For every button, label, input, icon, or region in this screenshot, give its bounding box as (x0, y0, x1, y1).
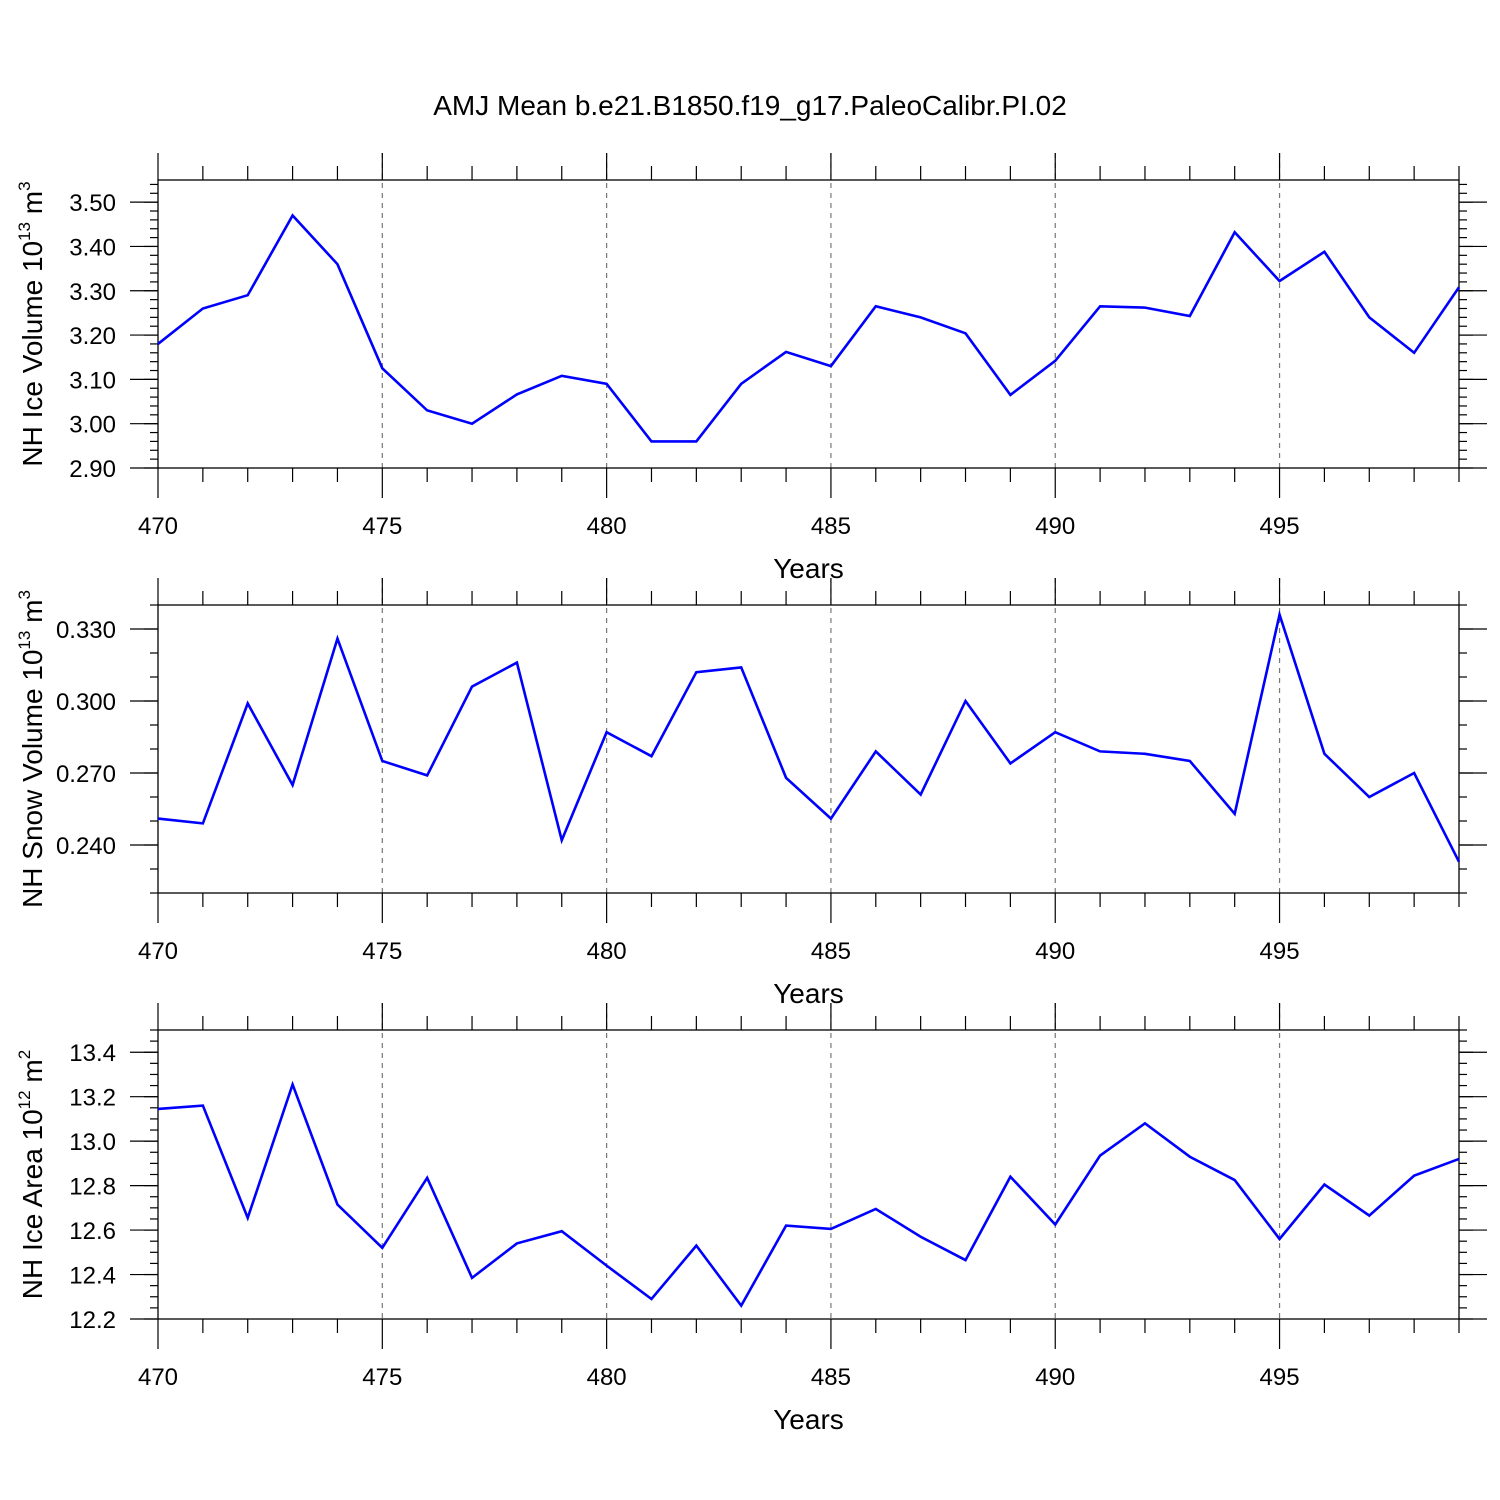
chart-title: AMJ Mean b.e21.B1850.f19_g17.PaleoCalibr… (433, 90, 1067, 121)
x-tick-label: 470 (138, 1364, 178, 1391)
x-axis-label: Years (773, 553, 844, 584)
y-tick-label: 3.50 (69, 190, 116, 217)
x-tick-label: 475 (362, 938, 402, 965)
x-tick-label: 485 (811, 938, 851, 965)
y-tick-label: 13.0 (69, 1129, 116, 1156)
y-tick-label: 3.30 (69, 279, 116, 306)
y-tick-label: 12.6 (69, 1218, 116, 1245)
y-tick-label: 0.240 (56, 833, 116, 860)
x-tick-label: 495 (1260, 938, 1300, 965)
y-axis-label: NH Ice Volume 1013 m3 (15, 181, 48, 466)
y-tick-label: 12.2 (69, 1307, 116, 1334)
series-line (157, 1080, 1460, 1309)
x-tick-label: 470 (138, 938, 178, 965)
y-tick-label: 12.8 (69, 1174, 116, 1201)
y-axis-label: NH Ice Area 1012 m2 (15, 1050, 48, 1299)
chart-panel-3: 470 475 480 485 490 495 Years 12.2 12.4 12.6 12.8 1… (15, 1003, 1487, 1435)
y-tick-label: 0.300 (56, 689, 116, 716)
x-tick-label: 475 (362, 513, 402, 540)
y-tick-label: 0.330 (56, 617, 116, 644)
x-tick-label: 475 (362, 1364, 402, 1391)
x-axis-label: Years (773, 978, 844, 1009)
y-tick-label: 13.2 (69, 1085, 116, 1112)
y-tick-label: 12.4 (69, 1263, 116, 1290)
x-tick-label: 490 (1035, 513, 1075, 540)
y-axis-label: NH Snow Volume 1013 m3 (15, 590, 48, 908)
x-tick-label: 485 (811, 1364, 851, 1391)
y-tick-label: 3.40 (69, 234, 116, 261)
plot-frame (157, 604, 1460, 894)
x-tick-label: 485 (811, 513, 851, 540)
series-line (157, 609, 1461, 863)
x-tick-label: 490 (1035, 1364, 1075, 1391)
chart-panel-2: 470 475 480 485 490 495 Years 0.240 0.270 0.300 0.… (15, 578, 1487, 1009)
y-tick-label: 3.10 (69, 367, 116, 394)
x-tick-label: 480 (587, 938, 627, 965)
x-tick-label: 470 (138, 513, 178, 540)
y-tick-label: 3.00 (69, 412, 116, 439)
x-tick-label: 480 (587, 513, 627, 540)
y-tick-label: 3.20 (69, 323, 116, 350)
x-tick-label: 495 (1260, 1364, 1300, 1391)
series-line (157, 213, 1461, 443)
y-tick-label: 0.270 (56, 761, 116, 788)
chart-panel-1: 470 475 480 485 490 495 Years 2.90 3.00 3.10 3.20 3… (15, 153, 1487, 584)
x-tick-label: 495 (1260, 513, 1300, 540)
x-tick-label: 490 (1035, 938, 1075, 965)
y-tick-label: 13.4 (69, 1040, 116, 1067)
x-axis-label: Years (773, 1404, 844, 1435)
y-tick-label: 2.90 (69, 456, 116, 483)
plot-frame (157, 1029, 1460, 1320)
chart-panels: 470 475 480 485 490 495 Years 2.90 3.00 3.10 3.20 3… (15, 153, 1487, 1435)
plot-frame (157, 179, 1460, 469)
x-tick-label: 480 (587, 1364, 627, 1391)
